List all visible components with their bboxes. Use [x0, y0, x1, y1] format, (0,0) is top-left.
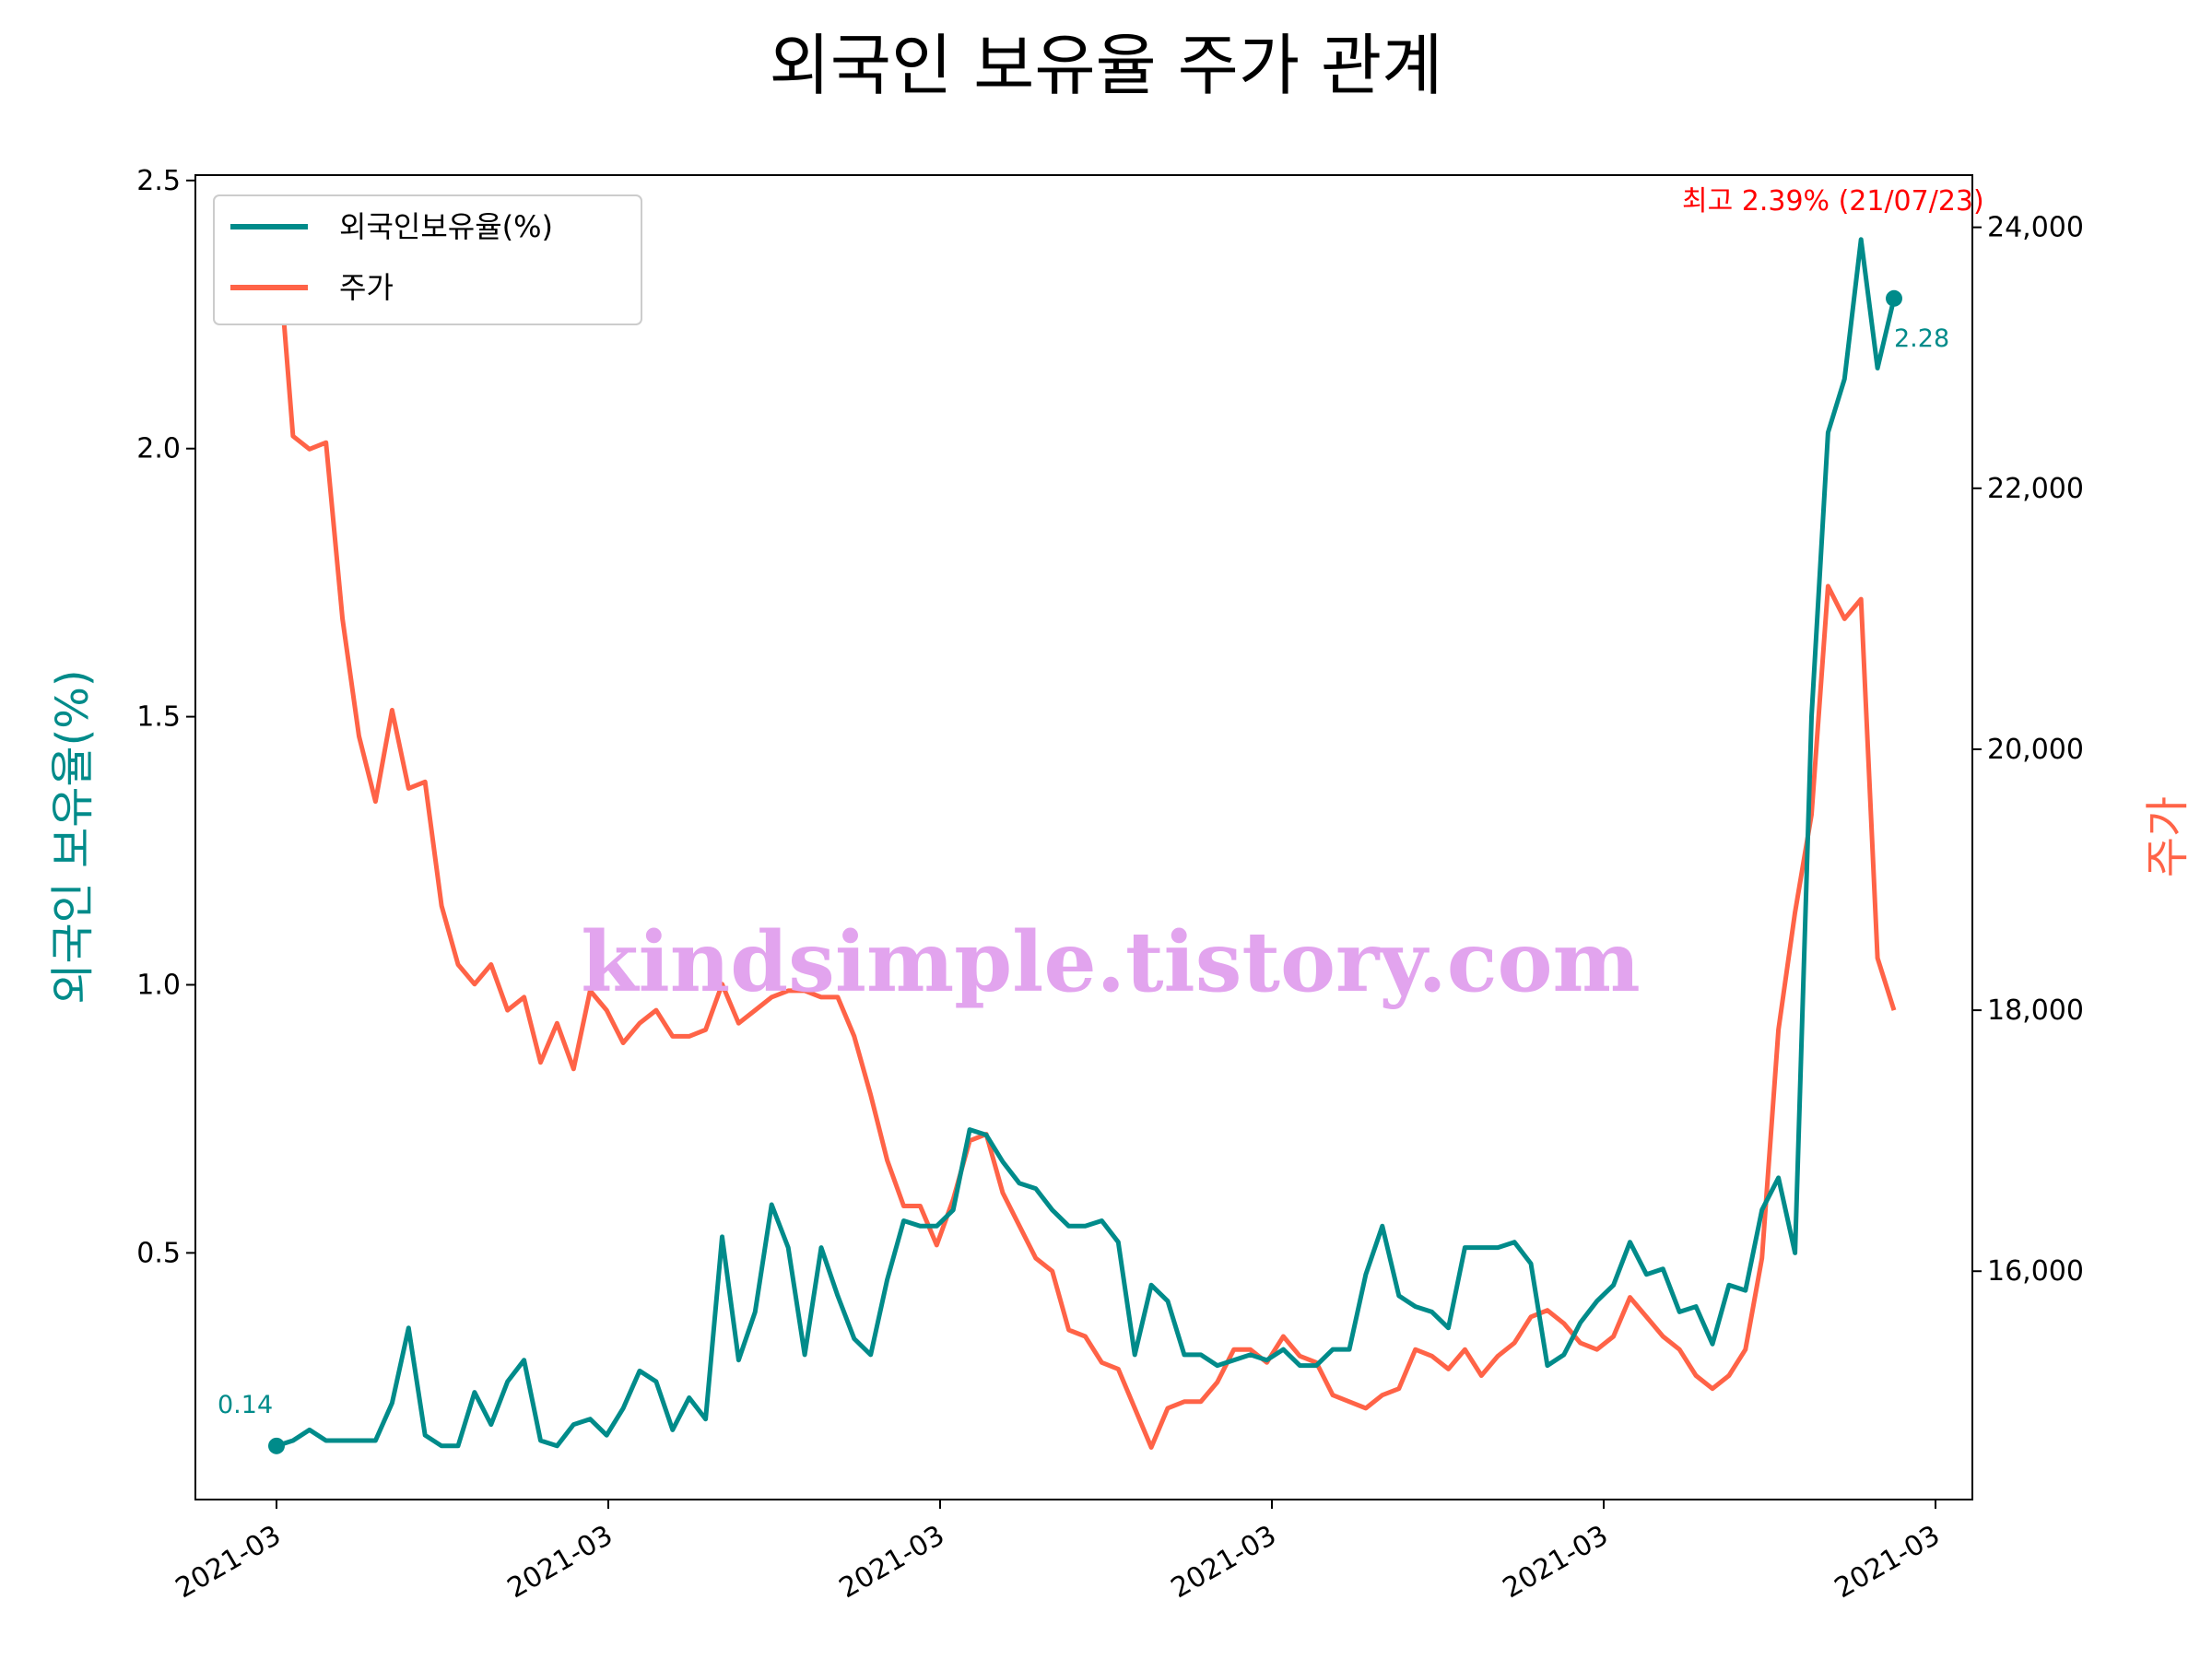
plot-frame — [194, 174, 1973, 1500]
watermark: kindsimple.tistory.com — [581, 913, 1641, 1011]
right-tick-label: 18,000 — [1987, 994, 2084, 1027]
legend-label-price: 주가 — [339, 270, 394, 305]
legend: 외국인보유율(%) 주가 — [213, 194, 642, 325]
left-tick-label: 2.5 — [136, 165, 181, 197]
end-value-label: 2.28 — [1894, 324, 1949, 353]
left-tick-label: 2.0 — [136, 433, 181, 465]
legend-label-foreign: 외국인보유율(%) — [339, 209, 553, 244]
left-tick-label: 1.5 — [136, 701, 181, 734]
left-y-axis: 0.5 1.0 1.5 2.0 2.5 — [136, 165, 195, 1269]
series-line-foreign — [276, 237, 1897, 1449]
right-tick-label: 20,000 — [1987, 734, 2084, 766]
start-point-marker — [268, 1437, 285, 1454]
left-y-axis-label: 외국인 보유율(%) — [47, 669, 99, 1004]
chart-marks — [268, 227, 1902, 1454]
x-tick-label: 2021-03 — [1498, 1519, 1614, 1605]
x-tick-label: 2021-03 — [834, 1519, 950, 1605]
right-y-axis-label: 주가 — [2142, 796, 2194, 877]
right-tick-label: 16,000 — [1987, 1255, 2084, 1288]
legend-box — [213, 194, 642, 325]
max-annotation: 최고 2.39% (21/07/23) — [1682, 185, 1984, 218]
left-tick-label: 1.0 — [136, 969, 181, 1001]
x-axis: 2021-03 2021-03 2021-03 2021-03 2021-03 2021-… — [171, 1500, 1946, 1605]
x-tick-label: 2021-03 — [1830, 1519, 1946, 1605]
left-tick-label: 0.5 — [136, 1237, 181, 1269]
chart-title: 외국인 보유율 주가 관계 — [769, 27, 1442, 104]
x-tick-label: 2021-03 — [171, 1519, 287, 1605]
right-y-axis: 16,000 18,000 20,000 22,000 24,000 — [1972, 212, 2084, 1288]
x-tick-label: 2021-03 — [1166, 1519, 1282, 1605]
end-point-marker — [1886, 289, 1902, 307]
series-line-price — [274, 227, 1897, 1450]
start-value-label: 0.14 — [218, 1391, 273, 1419]
x-tick-label: 2021-03 — [502, 1519, 618, 1605]
right-tick-label: 22,000 — [1987, 473, 2084, 505]
right-tick-label: 24,000 — [1987, 212, 2084, 244]
